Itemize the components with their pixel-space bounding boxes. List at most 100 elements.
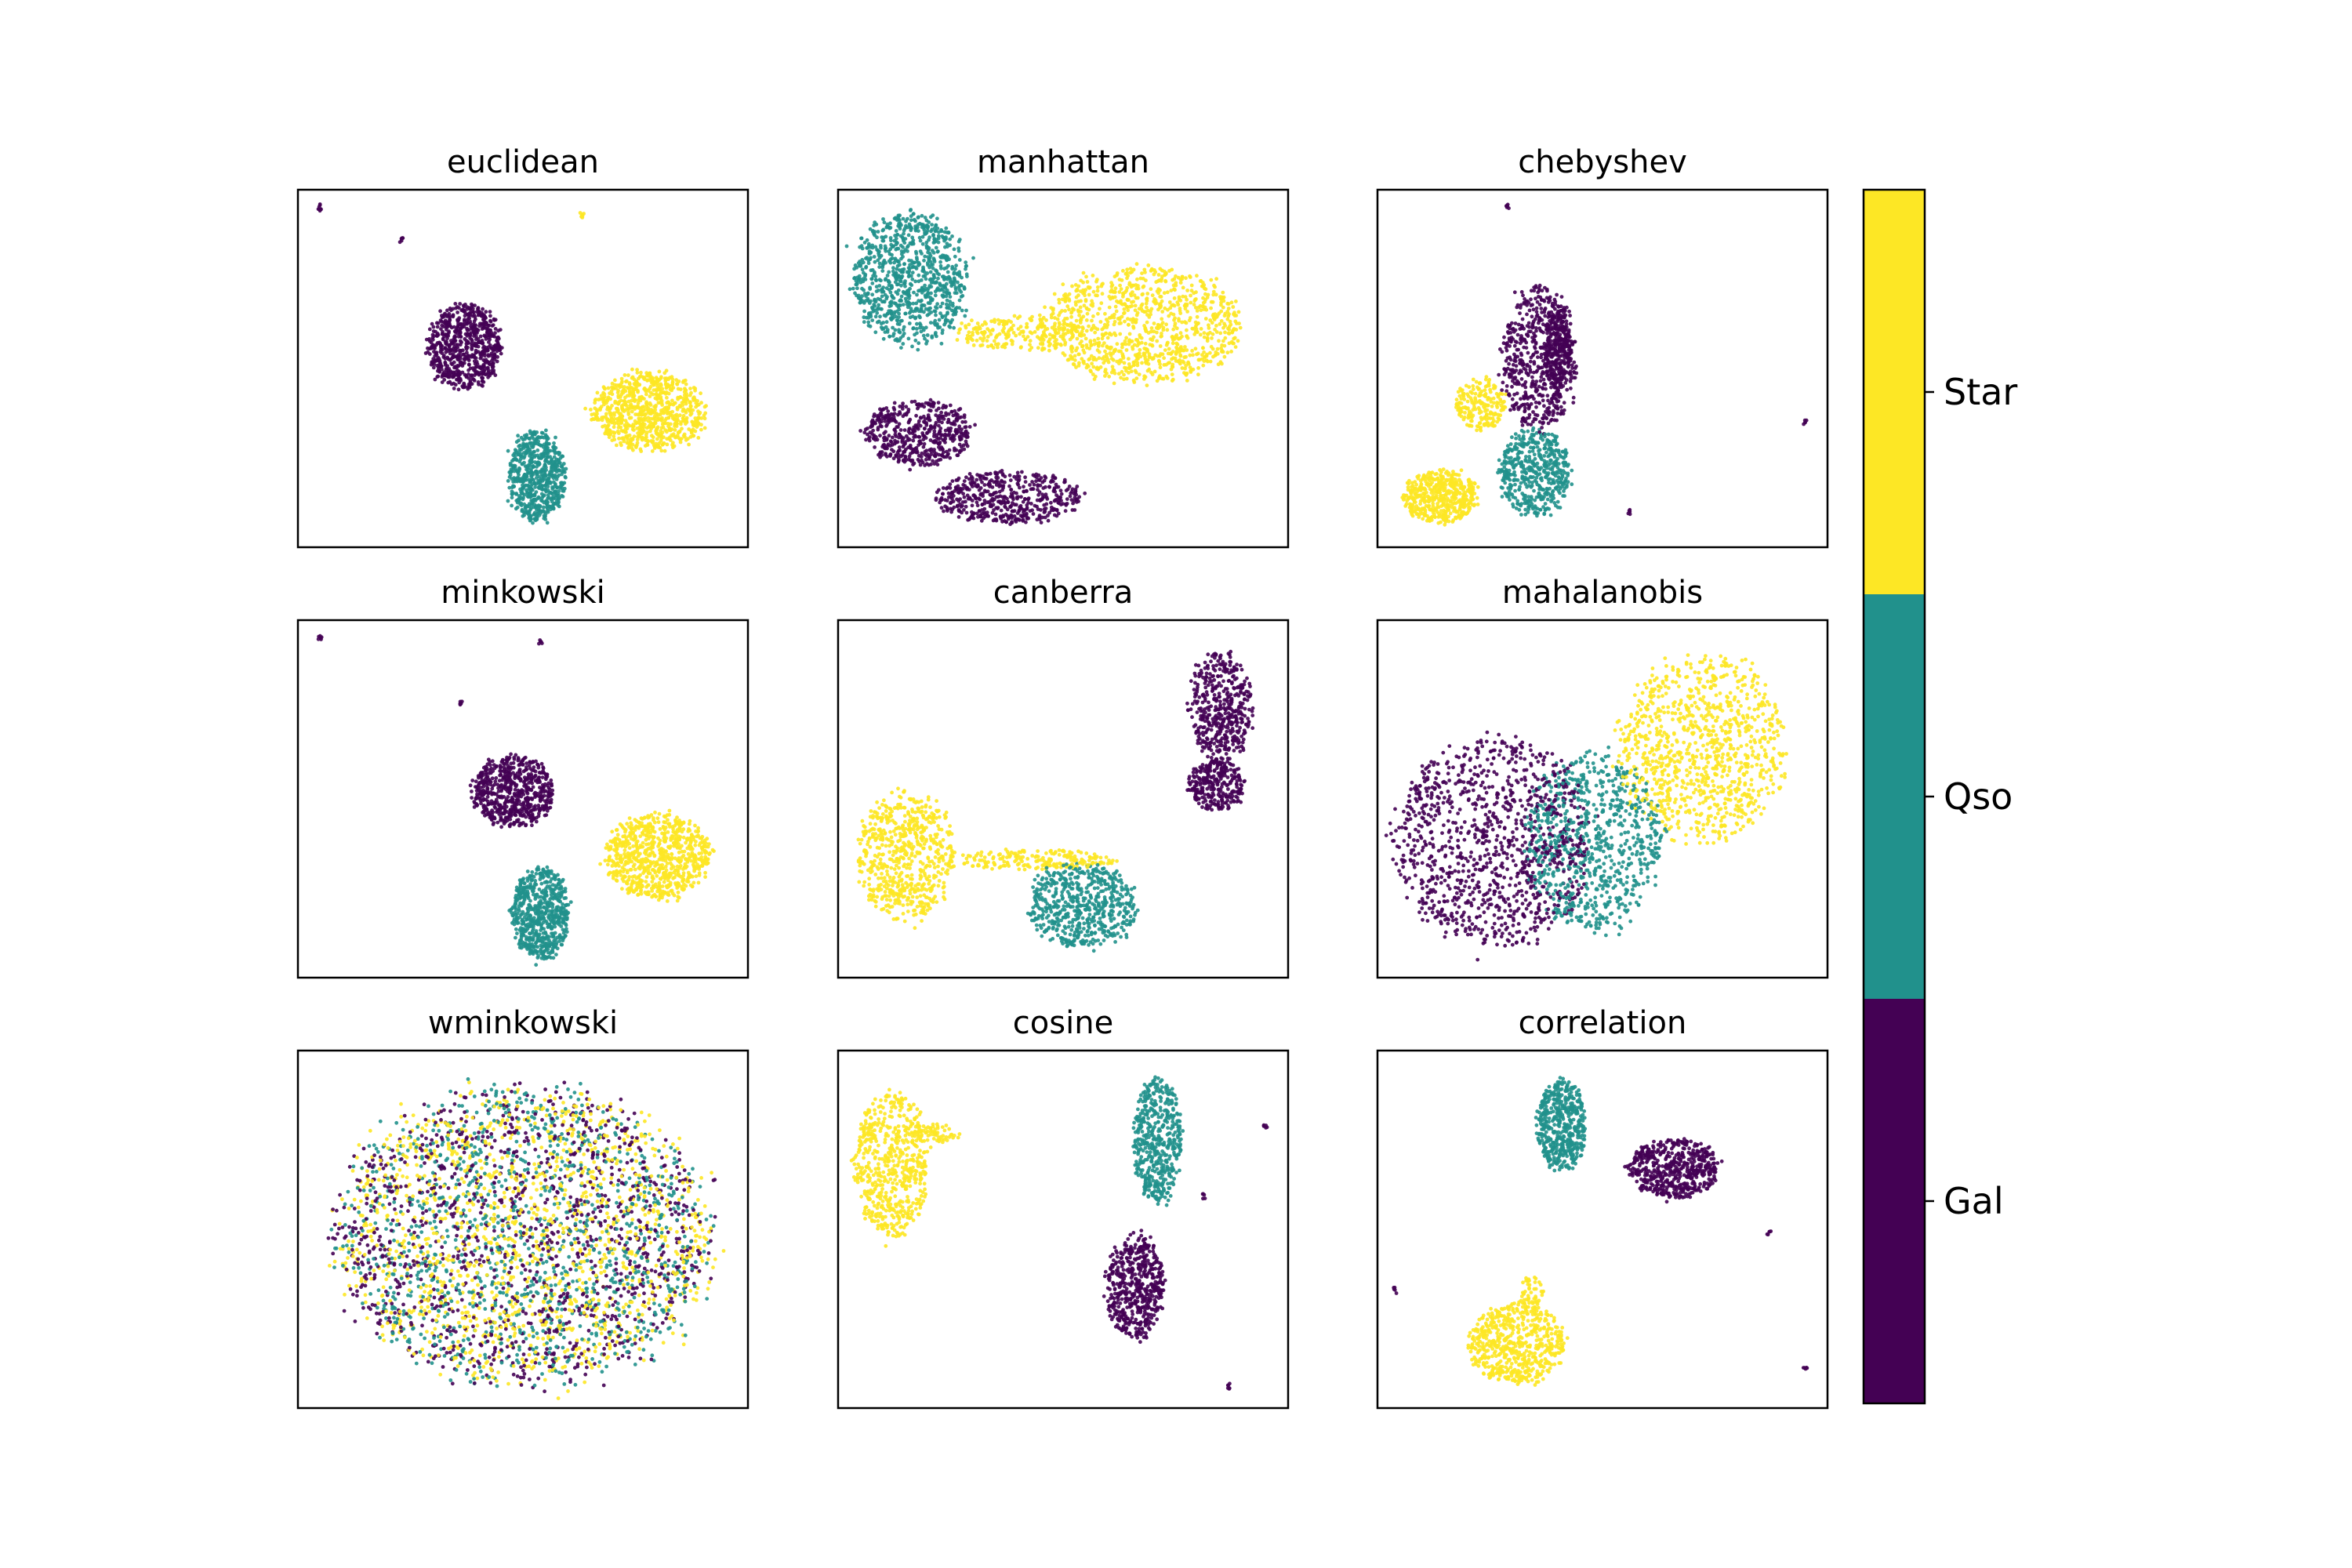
point-qso	[552, 441, 556, 445]
point-star	[1021, 330, 1025, 335]
point-star	[1217, 339, 1221, 343]
point-gal	[466, 385, 470, 389]
point-gal	[915, 450, 920, 455]
panel-title: euclidean	[447, 144, 599, 180]
point-qso	[943, 286, 948, 290]
point-qso	[892, 310, 897, 314]
point-star	[1208, 350, 1212, 355]
point-gal	[458, 343, 463, 347]
point-star	[1081, 270, 1086, 275]
point-star	[688, 408, 692, 412]
point-star	[1096, 366, 1101, 371]
point-star	[638, 410, 643, 414]
point-qso	[512, 485, 517, 488]
point-star	[1159, 295, 1163, 299]
point-qso	[514, 457, 518, 461]
point-star	[1073, 358, 1077, 362]
point-qso	[916, 341, 921, 346]
point-star	[641, 405, 644, 409]
point-gal	[1022, 485, 1025, 489]
point-gal	[994, 495, 999, 499]
point-star	[1033, 330, 1037, 334]
point-gal	[944, 405, 949, 408]
point-qso	[877, 261, 882, 266]
point-star	[1138, 335, 1142, 339]
point-star	[955, 338, 960, 342]
point-qso	[939, 228, 943, 232]
point-star	[1182, 355, 1187, 360]
point-star	[622, 373, 627, 377]
point-star	[619, 376, 624, 381]
point-star	[650, 449, 655, 453]
point-gal	[957, 436, 962, 440]
point-qso	[554, 463, 559, 467]
point-gal	[476, 307, 480, 311]
point-qso	[942, 322, 946, 327]
point-star	[619, 428, 624, 433]
point-star	[1222, 354, 1227, 359]
point-gal	[499, 351, 503, 356]
point-star	[1128, 267, 1133, 270]
point-star	[1171, 312, 1176, 317]
point-qso	[517, 444, 521, 448]
point-gal	[977, 509, 982, 513]
point-star	[679, 420, 683, 424]
point-star	[1000, 328, 1005, 333]
point-star	[989, 343, 993, 347]
point-qso	[964, 264, 968, 269]
point-star	[1091, 365, 1096, 369]
point-star	[609, 415, 614, 419]
point-star	[1087, 292, 1091, 297]
point-star	[1195, 274, 1199, 278]
point-gal	[876, 427, 880, 432]
point-star	[1122, 311, 1126, 316]
point-gal	[943, 432, 947, 437]
point-qso	[557, 468, 562, 473]
point-star	[1118, 332, 1123, 336]
point-qso	[872, 231, 877, 236]
point-star	[695, 399, 699, 403]
point-star	[641, 417, 646, 421]
point-gal	[949, 409, 954, 414]
point-qso	[920, 269, 925, 273]
point-star	[1181, 294, 1185, 299]
point-gal	[459, 362, 463, 367]
point-star	[992, 339, 996, 343]
point-star	[1101, 333, 1105, 338]
point-star	[655, 383, 659, 388]
point-gal	[1028, 483, 1032, 487]
point-gal	[431, 329, 436, 333]
point-star	[628, 388, 632, 393]
point-star	[1011, 339, 1014, 343]
point-gal	[1001, 484, 1006, 488]
point-star	[1127, 342, 1131, 347]
point-gal	[1005, 507, 1010, 512]
point-gal	[906, 408, 911, 412]
point-gal	[883, 446, 887, 451]
point-star	[1113, 286, 1118, 291]
point-star	[658, 445, 662, 450]
point-star	[1063, 299, 1068, 303]
point-qso	[862, 320, 866, 325]
point-qso	[518, 457, 523, 461]
point-qso	[910, 277, 915, 281]
point-qso	[924, 307, 928, 311]
point-star	[1195, 330, 1200, 335]
point-star	[644, 433, 648, 437]
point-star	[1098, 307, 1102, 311]
point-star	[971, 343, 976, 347]
point-star	[1178, 348, 1183, 353]
point-gal	[928, 397, 933, 402]
point-gal	[956, 515, 961, 519]
point-star	[1145, 297, 1149, 301]
point-qso	[923, 336, 927, 341]
point-gal	[437, 362, 441, 367]
point-star	[644, 438, 648, 442]
point-qso	[528, 492, 533, 497]
point-gal	[492, 317, 496, 321]
point-star	[663, 428, 668, 432]
point-star	[985, 344, 990, 349]
point-qso	[526, 466, 530, 470]
point-gal	[914, 413, 918, 418]
point-star	[1121, 356, 1126, 360]
